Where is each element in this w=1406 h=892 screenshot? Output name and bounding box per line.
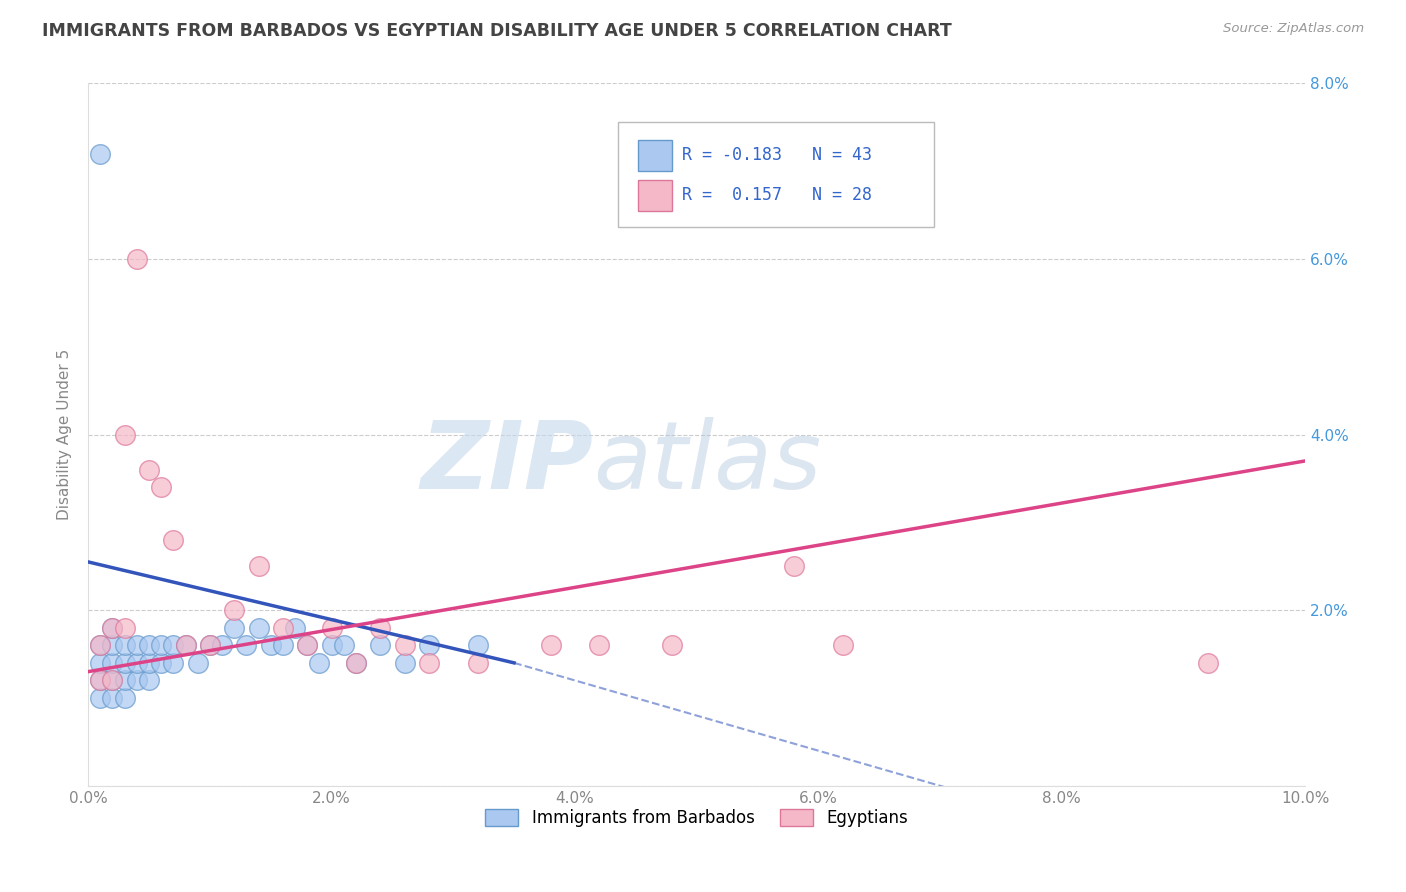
Point [162,638,184,652]
Point [271,638,294,652]
Point [101,656,124,670]
Point [211,638,233,652]
Text: IMMIGRANTS FROM BARBADOS VS EGYPTIAN DISABILITY AGE UNDER 5 CORRELATION CHART: IMMIGRANTS FROM BARBADOS VS EGYPTIAN DIS… [42,22,952,40]
Y-axis label: Disability Age Under 5: Disability Age Under 5 [58,349,72,520]
Point [150,480,173,494]
Point [368,638,391,652]
Point [344,656,367,670]
Text: ZIP: ZIP [420,417,593,508]
Point [114,691,136,706]
Point [125,673,148,688]
Point [224,603,246,617]
Point [162,533,184,547]
Point [235,638,257,652]
Point [467,656,489,670]
Point [89,146,111,161]
Text: atlas: atlas [593,417,821,508]
Text: R =  0.157   N = 28: R = 0.157 N = 28 [682,186,872,204]
Point [162,656,184,670]
Point [588,638,610,652]
Point [174,638,197,652]
Point [661,638,683,652]
Point [101,673,124,688]
Point [198,638,221,652]
Point [394,656,416,670]
Point [125,252,148,266]
Point [138,638,160,652]
Point [540,638,562,652]
Point [101,621,124,635]
Point [368,621,391,635]
Point [224,621,246,635]
Point [308,656,330,670]
Point [125,656,148,670]
Point [114,427,136,442]
Point [101,673,124,688]
Point [89,656,111,670]
Point [295,638,318,652]
Point [101,621,124,635]
Point [150,656,173,670]
Point [89,673,111,688]
Point [247,621,270,635]
Point [114,621,136,635]
Point [138,673,160,688]
Point [344,656,367,670]
Point [295,638,318,652]
FancyBboxPatch shape [638,179,672,211]
Point [418,638,440,652]
Point [467,638,489,652]
FancyBboxPatch shape [617,122,934,227]
Legend: Immigrants from Barbados, Egyptians: Immigrants from Barbados, Egyptians [478,802,915,834]
Point [247,559,270,574]
Point [114,673,136,688]
Point [125,638,148,652]
Point [150,638,173,652]
Point [89,638,111,652]
FancyBboxPatch shape [638,140,672,171]
Point [187,656,209,670]
Point [1197,656,1219,670]
Point [89,673,111,688]
Point [831,638,853,652]
Point [321,621,343,635]
Point [101,638,124,652]
Point [114,638,136,652]
Text: Source: ZipAtlas.com: Source: ZipAtlas.com [1223,22,1364,36]
Point [138,463,160,477]
Point [114,656,136,670]
Point [394,638,416,652]
Text: R = -0.183   N = 43: R = -0.183 N = 43 [682,146,872,164]
Point [284,621,307,635]
Point [332,638,354,652]
Point [89,638,111,652]
Point [198,638,221,652]
Point [260,638,283,652]
Point [783,559,806,574]
Point [174,638,197,652]
Point [89,691,111,706]
Point [138,656,160,670]
Point [321,638,343,652]
Point [271,621,294,635]
Point [418,656,440,670]
Point [101,691,124,706]
